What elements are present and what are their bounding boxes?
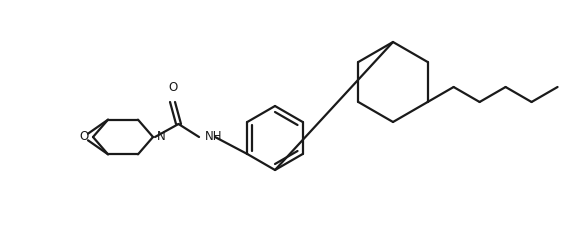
Text: NH: NH [205, 130, 223, 144]
Text: O: O [168, 81, 177, 94]
Text: N: N [157, 130, 166, 144]
Text: O: O [80, 130, 89, 144]
